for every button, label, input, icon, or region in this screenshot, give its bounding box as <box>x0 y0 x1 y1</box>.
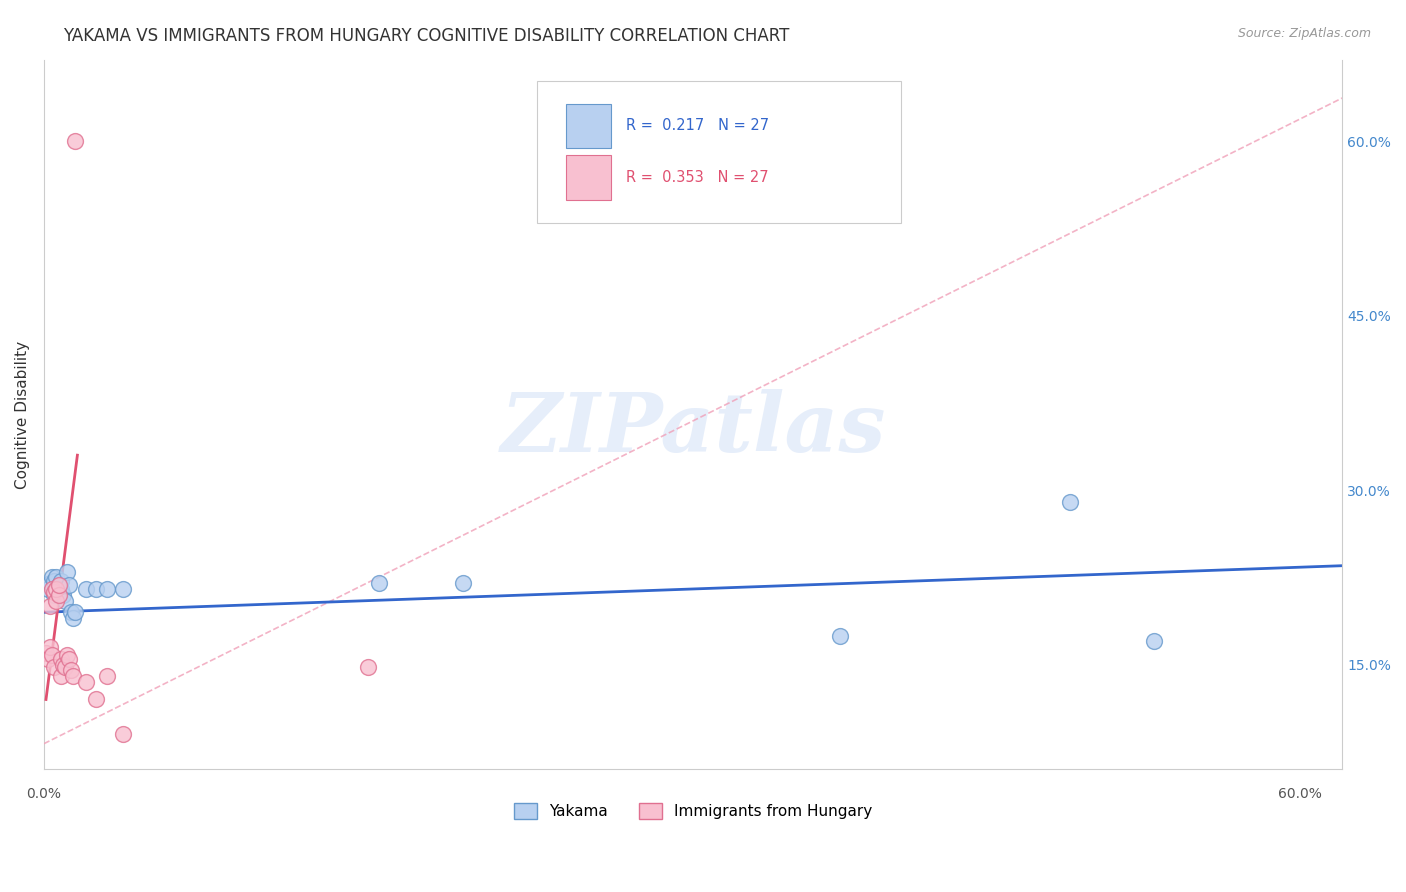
Point <box>48 578 70 592</box>
Point <box>1143 634 1166 648</box>
Point <box>52 657 75 672</box>
Point <box>41 582 63 596</box>
Point <box>96 582 118 596</box>
Text: 0.0%: 0.0% <box>27 787 62 801</box>
Point <box>39 576 62 591</box>
Point <box>60 664 83 678</box>
Point <box>45 582 67 596</box>
FancyBboxPatch shape <box>565 155 612 200</box>
Text: R =  0.217   N = 27: R = 0.217 N = 27 <box>626 118 769 133</box>
FancyBboxPatch shape <box>565 103 612 148</box>
Point <box>44 585 66 599</box>
Point <box>44 588 66 602</box>
Point <box>39 640 62 654</box>
Point <box>49 669 72 683</box>
Point <box>65 605 87 619</box>
Point <box>60 605 83 619</box>
Point <box>37 652 59 666</box>
Point <box>84 692 107 706</box>
Point <box>62 669 84 683</box>
Point <box>45 582 67 596</box>
Point <box>112 582 135 596</box>
Point <box>52 588 75 602</box>
Point <box>65 134 87 148</box>
Point <box>44 574 66 588</box>
Point <box>49 652 72 666</box>
Point <box>49 582 72 596</box>
Point <box>75 582 97 596</box>
Y-axis label: Cognitive Disability: Cognitive Disability <box>15 341 30 489</box>
Point <box>49 574 72 588</box>
Point <box>357 660 380 674</box>
Point <box>41 570 63 584</box>
Text: ZIPatlas: ZIPatlas <box>501 389 886 468</box>
Point <box>53 593 76 607</box>
Point <box>41 648 63 663</box>
Legend: Yakama, Immigrants from Hungary: Yakama, Immigrants from Hungary <box>508 797 879 825</box>
Point <box>37 582 59 596</box>
Point <box>451 576 474 591</box>
Point <box>56 565 79 579</box>
Point <box>368 576 391 591</box>
Text: YAKAMA VS IMMIGRANTS FROM HUNGARY COGNITIVE DISABILITY CORRELATION CHART: YAKAMA VS IMMIGRANTS FROM HUNGARY COGNIT… <box>63 27 790 45</box>
Text: Source: ZipAtlas.com: Source: ZipAtlas.com <box>1237 27 1371 40</box>
Text: 60.0%: 60.0% <box>1278 787 1322 801</box>
Point <box>1059 494 1081 508</box>
Point <box>48 578 70 592</box>
Point <box>35 646 58 660</box>
Point <box>44 660 66 674</box>
Point <box>75 675 97 690</box>
Point <box>828 628 851 642</box>
Point <box>45 570 67 584</box>
Point <box>96 669 118 683</box>
FancyBboxPatch shape <box>537 81 901 223</box>
Point <box>39 599 62 614</box>
Point <box>48 588 70 602</box>
Point <box>62 611 84 625</box>
Point <box>53 660 76 674</box>
Point <box>58 652 80 666</box>
Text: R =  0.353   N = 27: R = 0.353 N = 27 <box>626 169 768 185</box>
Point <box>112 727 135 741</box>
Point <box>58 578 80 592</box>
Point <box>84 582 107 596</box>
Point <box>56 648 79 663</box>
Point <box>45 593 67 607</box>
